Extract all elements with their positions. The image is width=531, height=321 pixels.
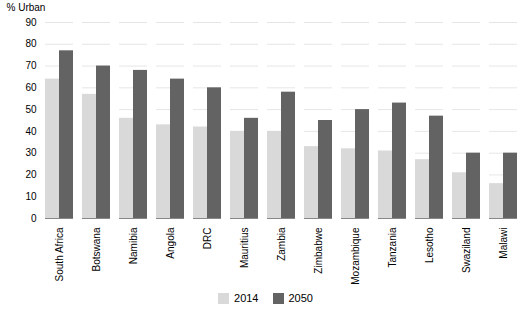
html-text:2014: 2014	[234, 292, 259, 304]
svg-text:90: 90	[25, 17, 37, 28]
svg-text:50: 50	[25, 104, 37, 115]
svg-text:Zimbabwe: Zimbabwe	[313, 227, 324, 274]
svg-text:South Africa: South Africa	[54, 227, 65, 281]
svg-text:Mozambique: Mozambique	[350, 227, 361, 285]
svg-text:% Urban: % Urban	[7, 2, 46, 13]
svg-text:Namibia: Namibia	[128, 227, 139, 264]
svg-text:Lesotho: Lesotho	[424, 227, 435, 263]
svg-text:70: 70	[25, 60, 37, 71]
html-text:2050: 2050	[288, 292, 313, 304]
svg-text:Swaziland: Swaziland	[461, 228, 472, 274]
svg-text:60: 60	[25, 82, 37, 93]
svg-text:Zambia: Zambia	[276, 227, 287, 261]
svg-text:Mauritius: Mauritius	[239, 228, 250, 269]
svg-text:Botswana: Botswana	[91, 227, 102, 271]
svg-text:40: 40	[25, 126, 37, 137]
svg-text:Malawi: Malawi	[498, 228, 509, 259]
svg-text:30: 30	[25, 147, 37, 158]
svg-text:Angola: Angola	[165, 227, 176, 259]
svg-text:10: 10	[25, 191, 37, 202]
svg-text:Tanzania: Tanzania	[387, 227, 398, 267]
svg-text:20: 20	[25, 169, 37, 180]
svg-text:80: 80	[25, 38, 37, 49]
svg-text:0: 0	[31, 213, 37, 224]
svg-text:DRC: DRC	[202, 228, 213, 250]
